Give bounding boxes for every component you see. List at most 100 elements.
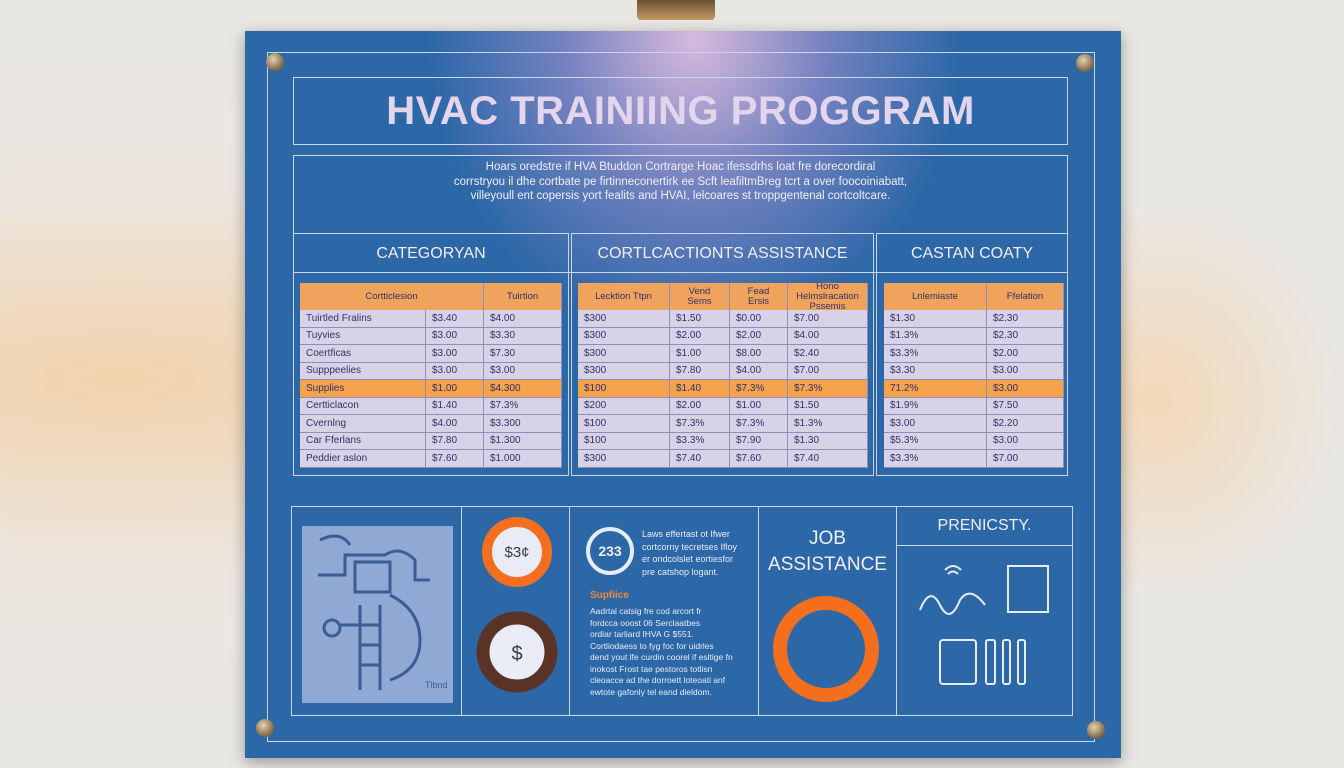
table-cell: $7.80 [670,362,730,380]
table-cell: $3.30 [884,362,987,380]
column-title: CORTLCACTIONTS ASSISTANCE [597,244,848,262]
panel [758,506,897,716]
table-cell: $300 [578,345,670,363]
table-cell: $3.00 [987,432,1064,450]
table-cell: $7.60 [730,450,788,468]
panel-header [896,506,1073,546]
table-cell: $1.50 [670,310,730,328]
table-cell: $0.00 [730,310,788,328]
screw [256,719,274,737]
text-line: cleoacce ad the dorroett loteoati anf [590,675,726,685]
table-cell: $7.40 [788,450,868,468]
pipe-diagram [318,534,430,690]
table-cell: $1.00 [730,397,788,415]
poster-title: HVAC TRAINIING PROGGRAM [386,88,975,133]
table-cell: $7.3% [484,397,562,415]
diagram-label: Tlbnd [425,680,448,690]
lamp [637,0,715,20]
table-cell: $5.3% [884,432,987,450]
column-box [293,233,569,476]
table-cell: Peddier aslon [300,450,426,468]
table-cell: $1.00 [670,345,730,363]
table-cell: $7.3% [670,415,730,433]
table-cell: Car Fferlans [300,432,426,450]
table-cell: Tuyvies [300,327,426,345]
text-line: Aadrtal catsig fre cod arcort fr [590,606,702,616]
text-line: fordcca ooost 06 Serclaatbes [590,617,701,628]
table-cell: $300 [578,450,670,468]
table-cell: $2.40 [788,345,868,363]
intro-line: Hoars oredstre if HVA Btuddon Cortrarge … [485,161,876,173]
icons [919,565,1049,685]
column-box [876,233,1068,476]
table-header: Hono Helmslracation Pssemis [788,283,868,311]
table-cell: $1.50 [788,397,868,415]
supplies-text: Aadrtal catsig fre cod arcort fr fordcca… [590,606,755,698]
table-cell: $1.00 [426,380,484,398]
screw [266,53,284,71]
table: Lnlemiaste Ffelation $1.30 $2.30 $1.3% $2.30 $… [884,283,1064,468]
table-cell: $3.00 [884,415,987,433]
table-cell: $3.00 [426,345,484,363]
text-line: cortcorny tecretses Ifloy [642,541,738,552]
column-title: CASTAN COATY [910,244,1034,262]
job-title: JOB ASSISTANCE [758,526,897,578]
table-cell: $2.30 [987,310,1064,328]
table-cell: $7.50 [987,397,1064,415]
table-cell: $4.00 [484,310,562,328]
badge-ring [482,517,552,587]
table-cell: $2.20 [987,415,1064,433]
table-cell: $2.00 [730,327,788,345]
table: Lecktion Ttpn Vend Sems Fead Ersis Hono Hel… [578,283,868,468]
table-cell: $3.3% [884,450,987,468]
table-cell: $3.00 [987,380,1064,398]
table-cell: $7.3% [730,415,788,433]
table-cell: $1.3% [788,415,868,433]
text-line: Laws effertast ot Ifwer [642,529,730,539]
diagram-panel [302,526,453,703]
table-cell: Supppeelies [300,362,426,380]
table-cell: $4.00 [788,327,868,345]
supplies-title: Supfiice [590,590,629,601]
table-cell: $3.300 [484,415,562,433]
table-cell: $3.30 [484,327,562,345]
text-line: pre catshop logant. [642,566,719,577]
wall-glow [1110,200,1344,600]
table-cell: $7.40 [670,450,730,468]
text-line: ASSISTANCE [768,554,887,575]
text-line: er ondcolslet eortiesfor [642,554,734,564]
table-cell: $1.40 [426,397,484,415]
counter-value: 233 [598,543,622,559]
table-cell: $1.000 [484,450,562,468]
table-cell: $100 [578,380,670,398]
table-cell: $7.80 [426,432,484,450]
table-cell: $3.40 [426,310,484,328]
table-cell: Coertficas [300,345,426,363]
text-line: inokost Frost tae pestoros totlisn [590,663,713,674]
column-box [571,233,874,476]
table-cell: $7.3% [730,380,788,398]
table-cell: $1.40 [670,380,730,398]
table-cell: $4.00 [426,415,484,433]
table-cell: $300 [578,327,670,345]
badge-text: $3¢ [504,544,529,561]
table-cell: Supplies [300,380,426,398]
table-cell: $300 [578,310,670,328]
table-cell: $3.00 [426,362,484,380]
table-cell: $7.00 [987,450,1064,468]
intro-text: Hoars oredstre if HVA Btuddon Cortrarge … [293,160,1068,204]
text-line: JOB [809,528,846,549]
progress-ring [773,596,879,702]
prenicsty-title: PRENICSTY. [937,517,1032,534]
text-line: dend yout lfe curdin coorel if esltige f… [590,652,733,662]
table-cell: $1.30 [884,310,987,328]
table-cell: $4.00 [730,362,788,380]
table-cell: $3.00 [426,327,484,345]
table-cell: $2.00 [987,345,1064,363]
text-line: ewtote gafonly tel eand dieldom. [590,686,712,697]
table-cell: $8.00 [730,345,788,363]
table-cell: $7.60 [426,450,484,468]
counter-ring [586,527,634,575]
